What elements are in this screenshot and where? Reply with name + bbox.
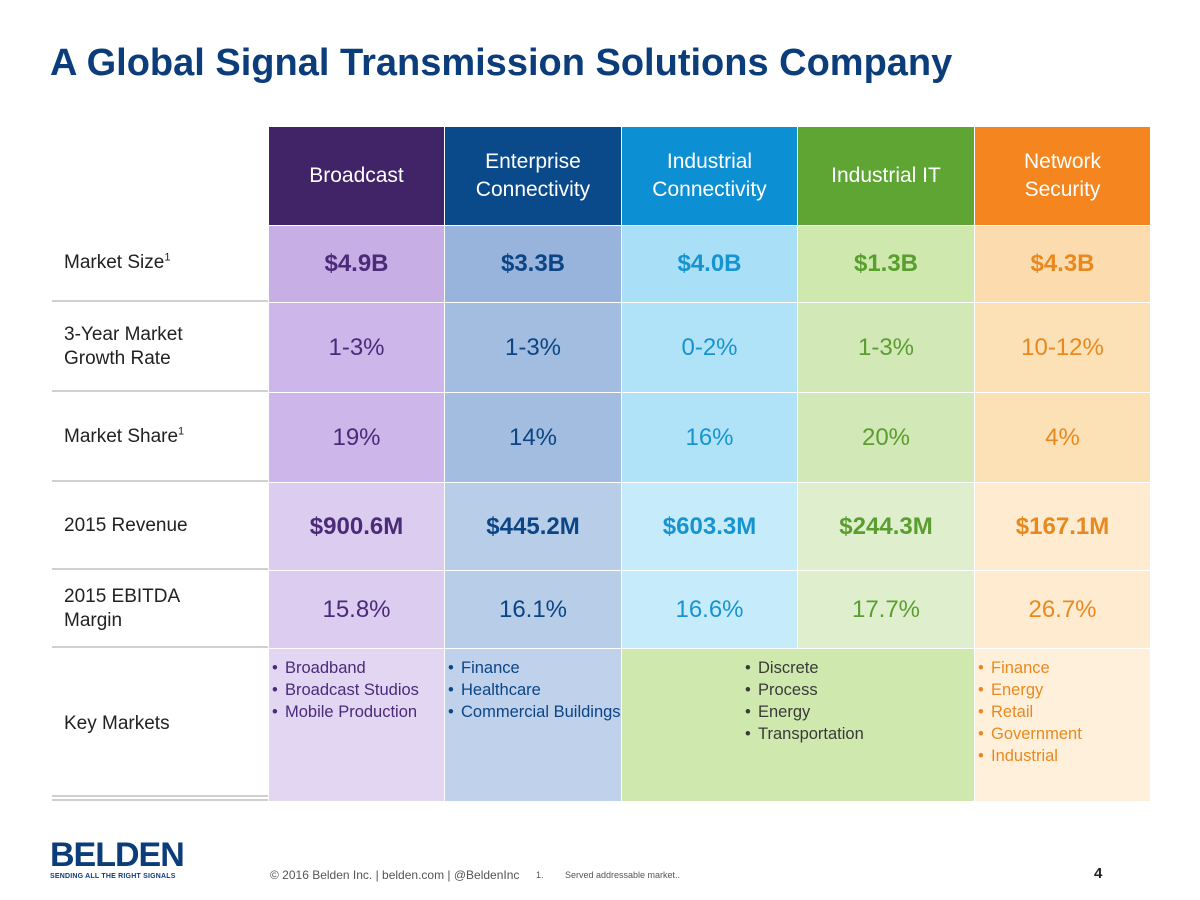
list-item: Energy	[742, 701, 974, 723]
belden-logo: BELDEN SENDING ALL THE RIGHT SIGNALS	[50, 836, 185, 880]
row-label-text: 2015 Revenue	[64, 514, 188, 536]
list-item: Broadcast Studios	[269, 679, 444, 701]
table-cell: $3.3B	[445, 226, 621, 302]
list-item: Finance	[975, 657, 1150, 679]
column-header-line: Network	[1023, 150, 1102, 173]
table-cell: $4.0B	[622, 226, 797, 302]
table-cell: $900.6M	[269, 483, 444, 570]
list-item: Mobile Production	[269, 701, 444, 723]
key-markets-broadcast: Broadband Broadcast Studios Mobile Produ…	[269, 649, 444, 801]
row-label-growth-rate: 3-Year Market Growth Rate	[52, 303, 268, 392]
table-cell: 19%	[269, 393, 444, 482]
table-cell: $167.1M	[975, 483, 1150, 570]
table-cell: 20%	[798, 393, 974, 482]
table-cell: 14%	[445, 393, 621, 482]
column-header-line: Broadcast	[309, 164, 404, 187]
column-header-industrial-it: Industrial IT	[798, 127, 974, 225]
column-header-line: Connectivity	[475, 178, 591, 201]
page-title: A Global Signal Transmission Solutions C…	[50, 42, 953, 84]
column-header-industrial-connectivity: Industrial Connectivity	[622, 127, 797, 225]
table-cell: 16.1%	[445, 571, 621, 648]
row-label-text: Market Size	[64, 252, 165, 273]
page-number: 4	[1094, 865, 1103, 882]
footnote-marker: 1	[164, 251, 171, 264]
list-item: Energy	[975, 679, 1150, 701]
row-label-revenue: 2015 Revenue	[52, 483, 268, 570]
table-cell: 15.8%	[269, 571, 444, 648]
table-cell: 1-3%	[445, 303, 621, 392]
column-header-line: Security	[1024, 178, 1101, 201]
table-cell: 1-3%	[269, 303, 444, 392]
table-cell: $603.3M	[622, 483, 797, 570]
column-header-line: Industrial	[666, 150, 753, 173]
footnote-number: 1.	[536, 870, 544, 880]
table-cell: $445.2M	[445, 483, 621, 570]
table-cell: 16.6%	[622, 571, 797, 648]
segment-table: Broadcast Enterprise Connectivity Industr…	[52, 127, 1150, 801]
column-header-enterprise-connectivity: Enterprise Connectivity	[445, 127, 621, 225]
copyright-text: © 2016 Belden Inc. | belden.com | @Belde…	[270, 868, 520, 882]
row-label-text: Market Share	[64, 425, 179, 447]
table-cell: 17.7%	[798, 571, 974, 648]
row-label-text: 2015 EBITDA	[64, 585, 181, 607]
list-item: Finance	[445, 657, 621, 679]
footnote-text: Served addressable market..	[565, 870, 681, 880]
list-item: Broadband	[269, 657, 444, 679]
table-cell: $1.3B	[798, 226, 974, 302]
row-label-key-markets: Key Markets	[52, 649, 268, 801]
list-item: Retail	[975, 701, 1150, 723]
list-item: Discrete	[742, 657, 974, 679]
column-header-network-security: Network Security	[975, 127, 1150, 225]
list-item: Commercial Buildings	[445, 701, 621, 723]
key-markets-network-security: Finance Energy Retail Government Industr…	[975, 649, 1150, 801]
row-label-text: Key Markets	[64, 713, 170, 734]
column-header-line: Industrial IT	[831, 164, 941, 187]
row-label-market-share: Market Share1	[52, 393, 268, 482]
table-cell: 4%	[975, 393, 1150, 482]
table-cell: 26.7%	[975, 571, 1150, 648]
table-cell: 16%	[622, 393, 797, 482]
table-cell: $4.3B	[975, 226, 1150, 302]
list-item: Process	[742, 679, 974, 701]
table-cell: 0-2%	[622, 303, 797, 392]
logo-tagline: SENDING ALL THE RIGHT SIGNALS	[50, 873, 176, 880]
list-item: Industrial	[975, 745, 1150, 767]
row-label-ebitda-margin: 2015 EBITDA Margin	[52, 571, 268, 648]
list-item: Government	[975, 723, 1150, 745]
list-item: Transportation	[742, 723, 974, 745]
column-header-line: Enterprise	[485, 150, 581, 173]
column-header-broadcast: Broadcast	[269, 127, 444, 225]
key-markets-industrial: Discrete Process Energy Transportation	[622, 649, 974, 801]
row-label-market-size: Market Size1	[52, 226, 268, 302]
row-label-text: 3-Year Market	[64, 323, 183, 345]
table-cell: 1-3%	[798, 303, 974, 392]
key-markets-enterprise-connectivity: Finance Healthcare Commercial Buildings	[445, 649, 621, 801]
table-cell: 10-12%	[975, 303, 1150, 392]
table-corner	[52, 127, 268, 225]
logo-wordmark: BELDEN	[50, 836, 185, 874]
divider	[52, 795, 268, 797]
table-cell: $4.9B	[269, 226, 444, 302]
footnote-marker: 1	[178, 425, 185, 438]
table-cell: $244.3M	[798, 483, 974, 570]
column-header-line: Connectivity	[652, 178, 767, 201]
row-label-text: Growth Rate	[64, 347, 171, 369]
row-label-text: Margin	[64, 609, 123, 631]
list-item: Healthcare	[445, 679, 621, 701]
